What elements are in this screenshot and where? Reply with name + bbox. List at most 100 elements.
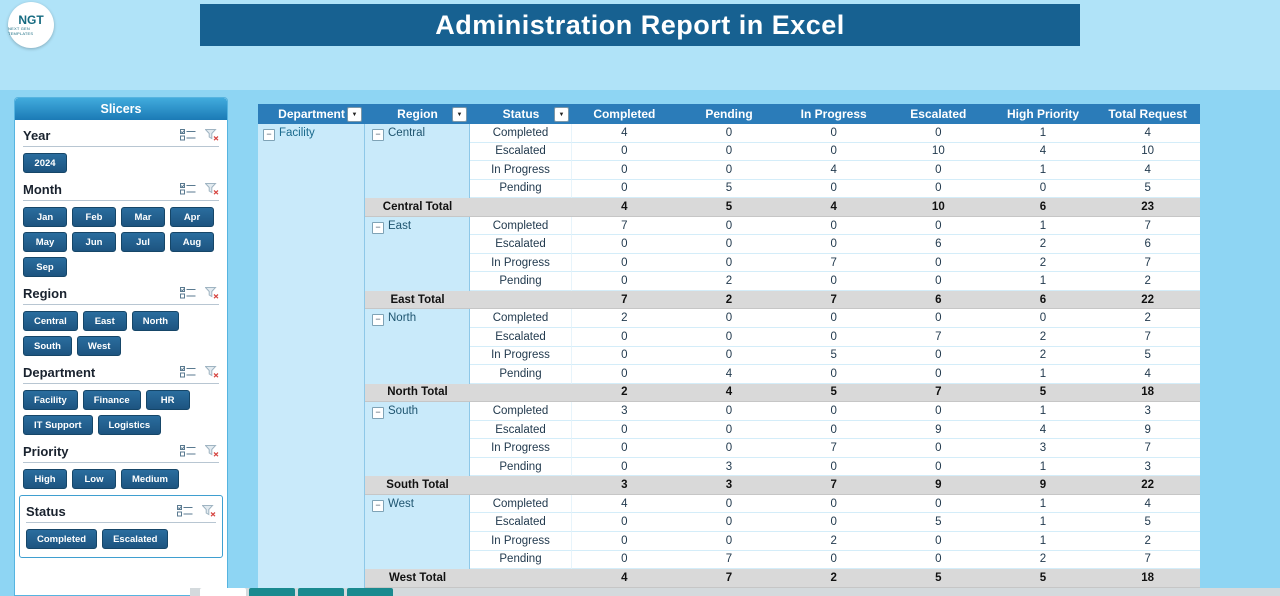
slicer-group-header: Department (23, 362, 219, 382)
region-total-value: 2 (676, 290, 782, 310)
slicer-group-month: Month Jan Feb Mar Apr May Jun Jul Aug Sep (23, 179, 219, 277)
region-group-cell-west[interactable]: − West (365, 494, 470, 570)
value-cell: 7 (781, 439, 886, 458)
value-cell: 0 (572, 513, 677, 533)
slicer-button-mar[interactable]: Mar (121, 207, 165, 227)
slicer-button-jan[interactable]: Jan (23, 207, 67, 227)
filter-dropdown-department[interactable]: ▼ (347, 107, 362, 122)
logo-text: NGT (18, 13, 44, 27)
value-cell: 4 (1095, 365, 1200, 384)
slicer-button-north[interactable]: North (131, 311, 180, 331)
collapse-icon[interactable]: − (372, 314, 384, 327)
collapse-icon[interactable]: − (372, 499, 384, 512)
collapse-icon[interactable]: − (372, 221, 384, 234)
slicer-button-apr[interactable]: Apr (170, 207, 214, 227)
value-cell: 0 (885, 309, 991, 329)
value-cell: 0 (676, 217, 782, 236)
sheet-tab[interactable] (200, 588, 246, 596)
multiselect-icon[interactable] (180, 183, 196, 195)
status-cell: Pending (470, 365, 572, 384)
region-group-cell-south[interactable]: − South (365, 402, 470, 477)
slicer-button-hr[interactable]: HR (145, 390, 190, 410)
region-group-cell-north[interactable]: − North (365, 309, 470, 384)
value-cell: 1 (990, 217, 1096, 236)
sheet-tab[interactable] (298, 588, 344, 596)
status-cell: Escalated (470, 142, 572, 162)
multiselect-icon[interactable] (180, 287, 196, 299)
filter-dropdown-status[interactable]: ▼ (554, 107, 569, 122)
department-name: Facility (279, 127, 315, 139)
slicer-button-may[interactable]: May (23, 232, 67, 252)
slicer-button-central[interactable]: Central (23, 311, 78, 331)
clear-filter-icon[interactable] (205, 129, 219, 141)
multiselect-icon[interactable] (180, 366, 196, 378)
slicer-button-medium[interactable]: Medium (121, 469, 179, 489)
slicer-button-it-support[interactable]: IT Support (23, 415, 93, 435)
slicer-button-sep[interactable]: Sep (23, 257, 67, 277)
region-total-value: 22 (1095, 290, 1200, 310)
value-cell: 0 (676, 328, 782, 347)
clear-filter-icon[interactable] (205, 445, 219, 457)
region-total-value: 6 (990, 198, 1096, 217)
value-cell: 0 (572, 532, 677, 551)
value-cell: 4 (1095, 124, 1200, 143)
value-cell: 2 (990, 254, 1096, 273)
slicer-button-low[interactable]: Low (72, 469, 116, 489)
slicer-button-completed[interactable]: Completed (26, 529, 98, 549)
multiselect-icon[interactable] (177, 505, 193, 517)
status-cell: In Progress (470, 346, 572, 366)
title-bar: Administration Report in Excel (200, 4, 1080, 46)
slicer-button-feb[interactable]: Feb (72, 207, 116, 227)
slicer-button-finance[interactable]: Finance (82, 390, 141, 410)
region-total-value: 7 (781, 290, 886, 310)
value-cell: 0 (676, 439, 782, 458)
region-group-cell-east[interactable]: − East (365, 216, 470, 291)
sheet-tab[interactable] (249, 588, 295, 596)
region-total-value: 22 (1095, 476, 1200, 495)
value-cell: 2 (1095, 309, 1200, 329)
clear-filter-icon[interactable] (205, 287, 219, 299)
department-group-cell[interactable]: − Facility (258, 124, 365, 588)
region-total-label: West Total (365, 569, 470, 588)
slicer-button-2024[interactable]: 2024 (23, 153, 67, 173)
clear-filter-icon[interactable] (205, 183, 219, 195)
collapse-icon[interactable]: − (263, 129, 275, 141)
multiselect-icon[interactable] (180, 129, 196, 141)
region-name: North (388, 312, 417, 325)
slicer-button-east[interactable]: East (82, 311, 127, 331)
clear-filter-icon[interactable] (205, 366, 219, 378)
slicer-group-department: Department Facility Finance HR IT Support Log… (23, 362, 219, 435)
value-cell: 0 (781, 217, 886, 236)
status-cell: In Progress (470, 532, 572, 551)
sheet-tab[interactable] (347, 588, 393, 596)
value-cell: 0 (676, 421, 782, 440)
region-total-label: Central Total (365, 198, 470, 217)
slicer-button-escalated[interactable]: Escalated (102, 529, 169, 549)
value-cell: 0 (676, 143, 782, 162)
region-total-value: 4 (781, 198, 886, 217)
slicer-button-logistics[interactable]: Logistics (97, 415, 162, 435)
divider (23, 146, 219, 147)
value-cell: 6 (1095, 235, 1200, 254)
slicer-button-west[interactable]: West (76, 336, 122, 356)
value-cell: 0 (781, 180, 886, 199)
slicer-button-jul[interactable]: Jul (121, 232, 165, 252)
multiselect-icon[interactable] (180, 445, 196, 457)
region-group-cell-central[interactable]: − Central (365, 124, 470, 199)
collapse-icon[interactable]: − (372, 407, 384, 420)
slicer-group-header: Status (26, 501, 216, 521)
filter-dropdown-region[interactable]: ▼ (452, 107, 467, 122)
divider (26, 522, 216, 523)
clear-filter-icon[interactable] (202, 505, 216, 517)
status-cell: Completed (470, 402, 572, 421)
slicer-button-south[interactable]: South (23, 336, 72, 356)
slicer-button-aug[interactable]: Aug (170, 232, 214, 252)
slicer-button-facility[interactable]: Facility (23, 390, 78, 410)
collapse-icon[interactable]: − (372, 129, 384, 141)
value-cell: 7 (1095, 551, 1200, 570)
slicer-button-jun[interactable]: Jun (72, 232, 116, 252)
value-cell: 1 (990, 402, 1096, 421)
value-cell: 4 (1095, 495, 1200, 514)
slicer-button-high[interactable]: High (23, 469, 67, 489)
slicer-label-region: Region (23, 285, 68, 301)
